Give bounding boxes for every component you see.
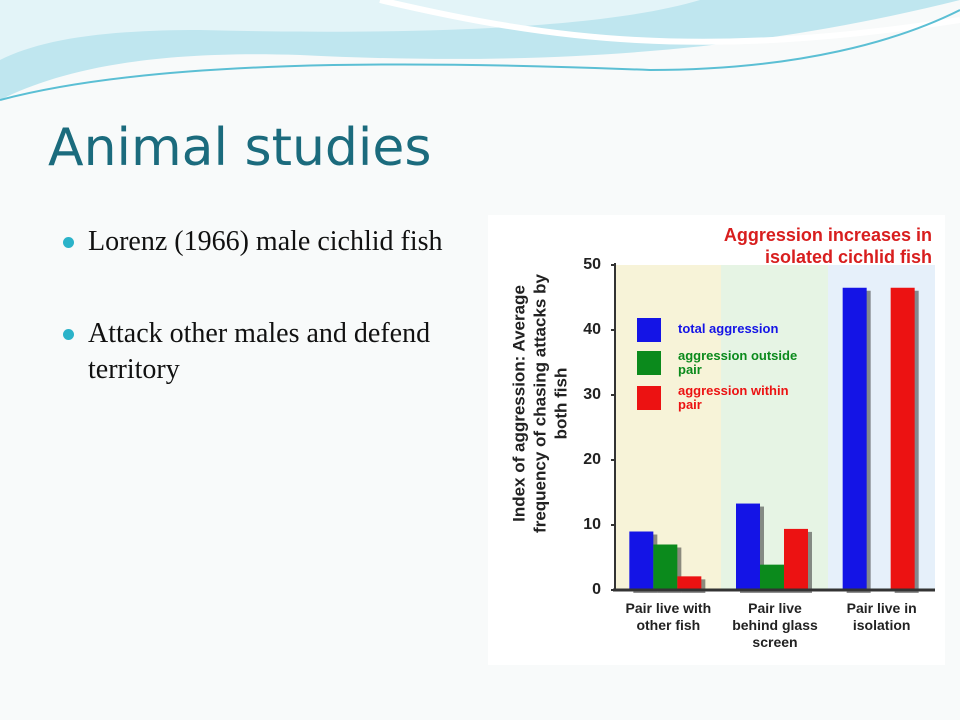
legend-label: aggression within pair <box>678 383 789 412</box>
bar <box>890 287 915 590</box>
chart-title: Aggression increases in isolated cichlid… <box>723 225 932 267</box>
legend-swatch <box>637 386 661 410</box>
y-tick-label: 50 <box>583 256 601 273</box>
bar <box>842 287 867 590</box>
bar <box>784 528 808 590</box>
wave <box>379 0 960 45</box>
x-tick-label: Pair live with other fish <box>625 600 712 633</box>
y-tick-label: 10 <box>583 516 601 533</box>
x-tick-label: Pair live in isolation <box>846 600 917 633</box>
bullet-dot <box>63 237 74 248</box>
bar <box>736 503 760 590</box>
legend-label: total aggression <box>678 321 779 336</box>
legend-label: aggression outside pair <box>678 348 798 377</box>
bullet-dot <box>63 329 74 340</box>
bullet: Lorenz (1966) male cichlid fish <box>88 226 443 257</box>
bar <box>677 576 702 590</box>
y-tick-label: 0 <box>592 581 601 598</box>
bar <box>629 531 654 590</box>
legend-swatch <box>637 351 661 375</box>
y-axis-label: Index of aggression: Average frequency o… <box>509 274 571 533</box>
y-tick-label: 40 <box>583 321 601 338</box>
bar <box>653 544 678 590</box>
bar <box>760 564 784 590</box>
legend-swatch <box>637 318 661 342</box>
y-tick-label: 20 <box>583 451 601 468</box>
wave <box>0 9 960 101</box>
wave <box>0 0 700 60</box>
y-tick-label: 30 <box>583 386 601 403</box>
bullet: Attack other males and defend territory <box>88 318 431 385</box>
x-tick-label: Pair live behind glass screen <box>732 600 818 650</box>
slide-title: Animal studies <box>48 118 432 178</box>
